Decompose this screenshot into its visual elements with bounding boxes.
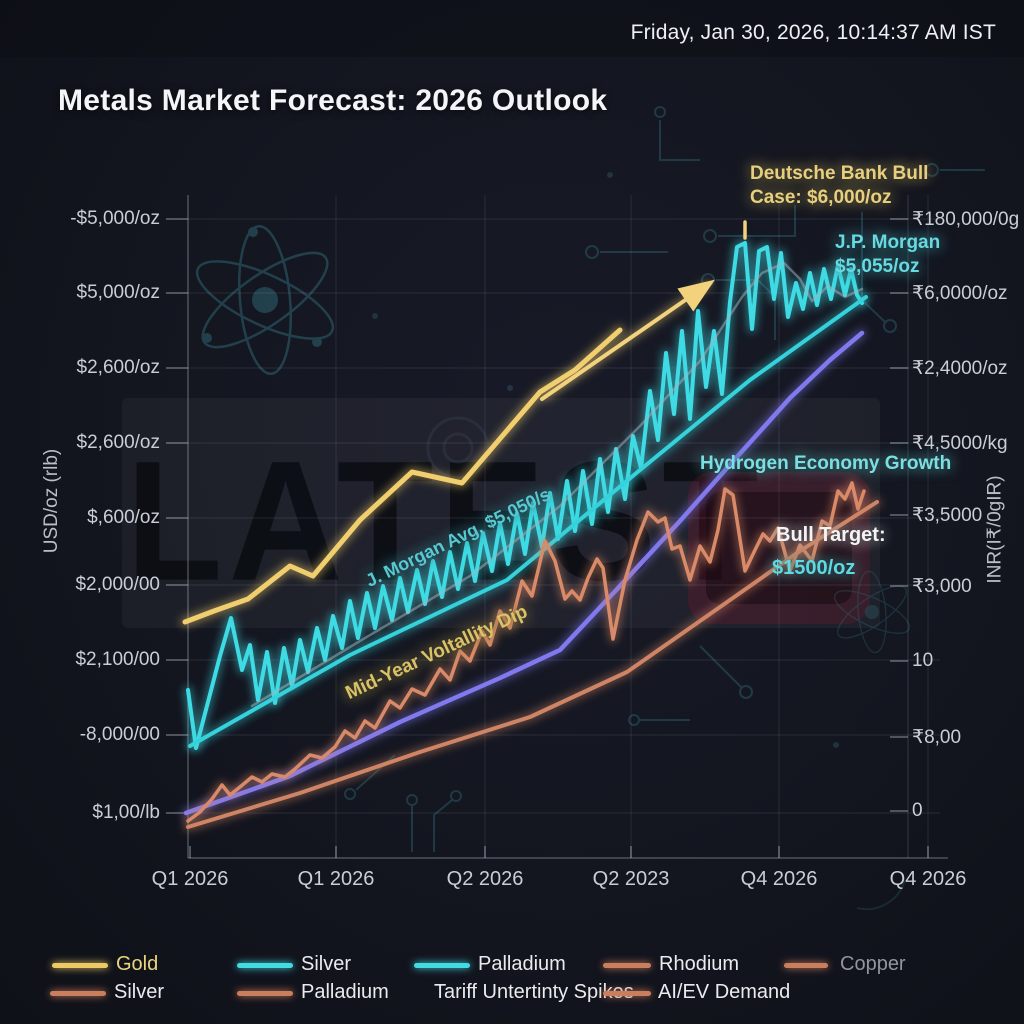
annotation-hydrogen-growth: Hydrogen Economy Growth <box>700 452 951 476</box>
legend-label: Copper <box>840 953 906 975</box>
y-axis-left-title: USD/oz (rlb) <box>41 448 62 554</box>
x-axis-tick: Q2 2023 <box>592 868 670 890</box>
y-axis-right-tick: ₹6,0000/oz <box>912 283 1008 304</box>
annotation-bull-target-label: Bull Target: <box>776 523 886 548</box>
y-axis-right-tick: 0 <box>912 800 923 821</box>
legend-swatch <box>603 991 651 996</box>
annotation-line: J.P. Morgan <box>835 232 941 253</box>
atom-icon-small <box>833 570 911 654</box>
y-axis-left-tick: $2,600/oz <box>76 432 160 453</box>
y-axis-right-tick: ₹180,000/0g <box>912 209 1020 230</box>
y-axis-left-tick: -$5,000/oz <box>70 208 160 229</box>
x-axis-tick: Q4 2026 <box>740 868 818 890</box>
y-axis-right-tick: ₹8,00 <box>912 727 962 748</box>
series-rhodium-volatile <box>186 481 866 823</box>
series-layer <box>180 239 881 831</box>
legend-swatch <box>237 991 293 996</box>
legend-swatch <box>50 991 106 996</box>
y-axis-left-tick: -8,000/00 <box>79 724 160 745</box>
clock-timestamp: Friday, Jan 30, 2026, 10:14:37 AM IST <box>630 21 996 44</box>
series-copper-trend <box>186 500 879 829</box>
legend-swatch <box>784 963 828 968</box>
trend-arrow <box>539 220 747 403</box>
circuit-decor <box>344 106 985 911</box>
y-axis-left-tick: $2,000/00 <box>75 574 160 595</box>
legend-label: Gold <box>116 953 159 975</box>
y-axis-left-tick: $2,600/oz <box>76 357 160 378</box>
legend-label: Rhodium <box>659 953 740 975</box>
watermark-red-block-inner <box>706 492 852 604</box>
legend-swatch <box>237 963 293 968</box>
y-axis-right-tick: ₹3,5000 <box>912 505 983 526</box>
y-axis-right-tick: ₹4,5000/kg <box>912 433 1008 454</box>
legend-swatch <box>52 963 108 968</box>
y-axis-left-tick: $,600/oz <box>87 507 160 528</box>
annotation-line: Case: $6,000/oz <box>750 186 892 208</box>
x-axis-tick: Q4 2026 <box>889 868 967 890</box>
series-silver-trend <box>188 295 868 748</box>
annotation-line: $5,055/oz <box>835 255 920 277</box>
top-bar: Friday, Jan 30, 2026, 10:14:37 AM IST <box>0 0 1024 57</box>
y-axis-left-tick: $5,000/oz <box>76 282 160 303</box>
y-axis-right-tick: 10 <box>912 650 934 671</box>
legend-label: Silver <box>301 953 352 975</box>
series-index-trend <box>250 261 864 708</box>
legend-label: AI/EV Demand <box>658 981 791 1003</box>
annotation-line: Hydrogen Economy Growth <box>700 453 952 474</box>
legend-label: Palladium <box>301 981 389 1003</box>
y-axis-left-tick: $2,100/00 <box>75 649 160 670</box>
x-axis-tick: Q1 2026 <box>297 868 375 890</box>
annotation-line: Bull Target: <box>776 524 886 546</box>
y-axis-right-tick: ₹3,000 <box>912 576 972 597</box>
legend-row-2: Silver Palladium Tariff Untertinty Spikes A… <box>0 981 1024 1009</box>
y-axis-left-tick: $1,00/lb <box>92 802 160 823</box>
legend-label: Tariff Untertinty Spikes <box>434 981 634 1003</box>
legend-swatch <box>603 963 651 968</box>
atom-icon <box>195 224 335 376</box>
annotation-line: Deutsche Bank Bull <box>750 163 929 184</box>
legend-row-1: Gold Silver Palladium Rhodium Copper <box>0 953 1024 981</box>
legend-label: Silver <box>114 981 165 1003</box>
x-axis-tick: Q2 2026 <box>446 868 524 890</box>
legend-label: Palladium <box>478 953 566 975</box>
series-silver-volatile <box>186 241 864 750</box>
annotation-line: $1500/oz <box>772 557 856 579</box>
trend-arrow-line <box>540 279 715 401</box>
y-axis-right-tick: ₹2,4000/oz <box>912 358 1008 379</box>
page-title: Metals Market Forecast: 2026 Outlook <box>58 84 608 117</box>
annotation-deutsche-bank: Deutsche Bank Bull Case: $6,000/oz <box>750 162 928 210</box>
annotation-jp-morgan: J.P. Morgan $5,055/oz <box>835 231 940 279</box>
x-axis-tick: Q1 2026 <box>151 868 229 890</box>
series-gold <box>182 327 623 625</box>
y-axis-right-title: INR(I₹/0gIR) <box>984 475 1006 584</box>
legend-swatch <box>414 963 470 968</box>
annotation-bull-target-value: $1500/oz <box>772 556 855 581</box>
